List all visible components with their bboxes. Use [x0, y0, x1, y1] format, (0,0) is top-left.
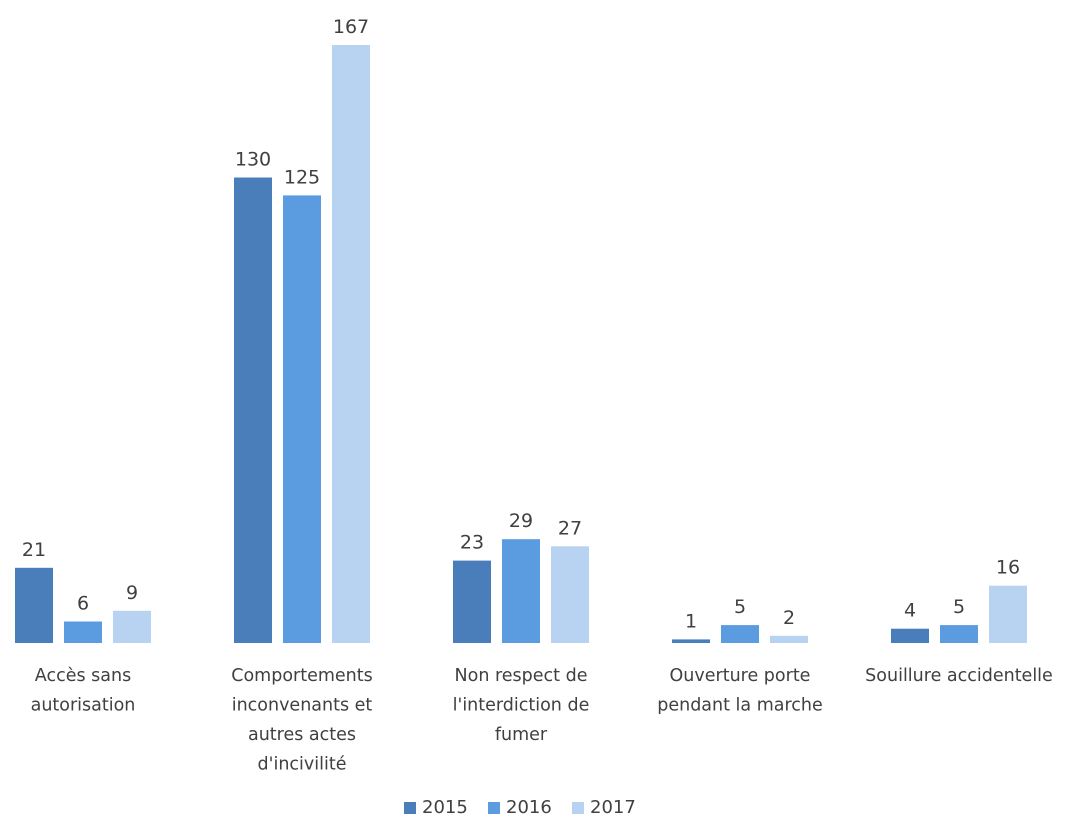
bar-2017-cat-3: [770, 635, 808, 643]
bars-group: [15, 45, 1027, 643]
bar-2016-cat-2: [502, 539, 540, 643]
data-label-2016-cat-4: 5: [953, 596, 965, 618]
bar-2017-cat-4: [989, 585, 1027, 643]
data-label-2015-cat-1: 130: [235, 149, 271, 171]
bar-2015-cat-4: [891, 628, 929, 643]
data-label-2017-cat-0: 9: [126, 582, 138, 604]
category-labels-group: Accès sans autorisation Comportements incon…: [31, 666, 1053, 775]
bar-2017-cat-1: [332, 45, 370, 643]
legend-swatch-2015: [404, 802, 416, 814]
data-labels-group: 21 6 9 130 125 167 23 29 27 1 5 2 4 5 16: [22, 16, 1020, 632]
data-label-2017-cat-3: 2: [783, 607, 795, 629]
bar-2016-cat-0: [64, 621, 102, 643]
bar-2016-cat-3: [721, 625, 759, 643]
data-label-2016-cat-3: 5: [734, 596, 746, 618]
data-label-2017-cat-2: 27: [558, 517, 582, 539]
bar-2015-cat-2: [453, 560, 491, 643]
data-label-2015-cat-2: 23: [460, 532, 484, 554]
legend-swatch-2017: [572, 802, 584, 814]
bar-2017-cat-2: [551, 546, 589, 643]
bar-2015-cat-3: [672, 639, 710, 643]
data-label-2015-cat-4: 4: [904, 600, 916, 622]
data-label-2017-cat-1: 167: [333, 16, 369, 38]
bar-2016-cat-1: [283, 195, 321, 643]
category-label-3: Ouverture porte pendant la marche: [657, 666, 823, 716]
data-label-2016-cat-1: 125: [284, 166, 320, 188]
legend: 2015 2016 2017: [404, 797, 636, 818]
category-label-1: Comportements inconvenants et autres actes…: [231, 666, 373, 775]
category-label-0: Accès sans autorisation: [31, 666, 136, 716]
legend-label-2017: 2017: [590, 797, 636, 818]
category-label-4: Souillure accidentelle: [865, 666, 1053, 686]
category-label-2: Non respect de l'interdiction de fumer: [453, 666, 590, 745]
legend-label-2016: 2016: [506, 797, 552, 818]
bar-2016-cat-4: [940, 625, 978, 643]
legend-swatch-2016: [488, 802, 500, 814]
bar-2015-cat-0: [15, 567, 53, 643]
legend-label-2015: 2015: [422, 797, 468, 818]
data-label-2016-cat-0: 6: [77, 593, 89, 615]
bar-2017-cat-0: [113, 610, 151, 643]
data-label-2017-cat-4: 16: [996, 557, 1020, 579]
data-label-2015-cat-0: 21: [22, 539, 46, 561]
data-label-2016-cat-2: 29: [509, 510, 533, 532]
data-label-2015-cat-3: 1: [685, 610, 697, 632]
bar-2015-cat-1: [234, 177, 272, 643]
